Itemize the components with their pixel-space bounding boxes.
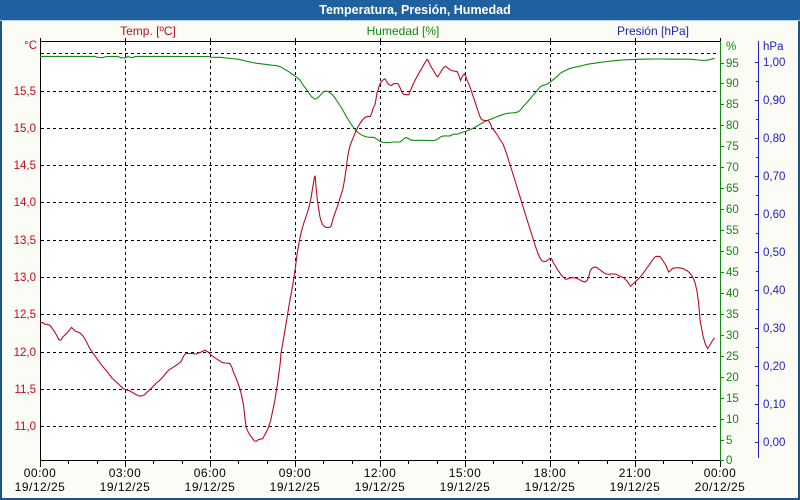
svg-text:19/12/25: 19/12/25 (185, 480, 236, 494)
svg-text:0,10: 0,10 (763, 399, 785, 411)
svg-text:°C: °C (24, 40, 37, 52)
svg-text:60: 60 (726, 204, 739, 216)
svg-text:50: 50 (726, 246, 739, 258)
svg-text:19/12/25: 19/12/25 (525, 480, 576, 494)
svg-text:80: 80 (726, 120, 739, 132)
svg-text:0,00: 0,00 (763, 437, 785, 449)
svg-text:0,80: 0,80 (763, 133, 785, 145)
svg-text:19/12/25: 19/12/25 (100, 480, 151, 494)
svg-text:11,5: 11,5 (14, 384, 36, 396)
svg-text:0,50: 0,50 (763, 247, 785, 259)
svg-text:%: % (726, 41, 736, 53)
svg-text:10: 10 (726, 414, 739, 426)
svg-text:19/12/25: 19/12/25 (440, 480, 491, 494)
svg-text:Humedad [%]: Humedad [%] (367, 24, 440, 38)
svg-text:hPa: hPa (763, 41, 784, 53)
svg-text:15: 15 (726, 393, 739, 405)
svg-text:15:00: 15:00 (449, 466, 482, 480)
svg-text:19/12/25: 19/12/25 (15, 480, 66, 494)
svg-text:20: 20 (726, 372, 739, 384)
svg-text:55: 55 (726, 225, 739, 237)
svg-text:70: 70 (726, 162, 739, 174)
svg-text:06:00: 06:00 (194, 466, 227, 480)
svg-text:19/12/25: 19/12/25 (270, 480, 321, 494)
svg-text:25: 25 (726, 351, 739, 363)
svg-text:21:00: 21:00 (619, 466, 652, 480)
svg-text:85: 85 (726, 99, 739, 111)
svg-text:12,5: 12,5 (14, 309, 36, 321)
svg-text:0: 0 (726, 455, 732, 467)
svg-text:12,0: 12,0 (14, 347, 36, 359)
svg-text:18:00: 18:00 (534, 466, 567, 480)
svg-text:65: 65 (726, 183, 739, 195)
svg-text:09:00: 09:00 (279, 466, 312, 480)
svg-text:19/12/25: 19/12/25 (355, 480, 406, 494)
svg-text:03:00: 03:00 (109, 466, 142, 480)
svg-text:15,0: 15,0 (14, 123, 36, 135)
svg-text:20/12/25: 20/12/25 (695, 480, 746, 494)
svg-text:35: 35 (726, 309, 739, 321)
svg-text:1,00: 1,00 (763, 57, 785, 69)
svg-text:12:00: 12:00 (364, 466, 397, 480)
svg-text:Temp. [ºC]: Temp. [ºC] (120, 24, 176, 38)
svg-text:0,70: 0,70 (763, 171, 785, 183)
svg-text:Temperatura, Presión, Humedad: Temperatura, Presión, Humedad (319, 3, 511, 17)
svg-text:Presión [hPa]: Presión [hPa] (617, 24, 689, 38)
svg-text:75: 75 (726, 141, 739, 153)
svg-text:11,0: 11,0 (14, 421, 36, 433)
svg-text:15,5: 15,5 (14, 86, 36, 98)
svg-text:95: 95 (726, 58, 739, 70)
svg-text:14,0: 14,0 (14, 197, 36, 209)
svg-text:90: 90 (726, 78, 739, 90)
svg-text:40: 40 (726, 288, 739, 300)
svg-text:45: 45 (726, 267, 739, 279)
svg-text:19/12/25: 19/12/25 (610, 480, 661, 494)
svg-text:0,40: 0,40 (763, 285, 785, 297)
svg-text:00:00: 00:00 (704, 466, 737, 480)
svg-text:0,30: 0,30 (763, 323, 785, 335)
svg-text:14,5: 14,5 (14, 160, 36, 172)
svg-text:5: 5 (726, 435, 732, 447)
svg-text:0,90: 0,90 (763, 95, 785, 107)
svg-text:13,5: 13,5 (14, 235, 36, 247)
svg-text:13,0: 13,0 (14, 272, 36, 284)
svg-text:30: 30 (726, 330, 739, 342)
svg-text:00:00: 00:00 (24, 466, 57, 480)
svg-text:0,20: 0,20 (763, 361, 785, 373)
svg-text:0,60: 0,60 (763, 209, 785, 221)
